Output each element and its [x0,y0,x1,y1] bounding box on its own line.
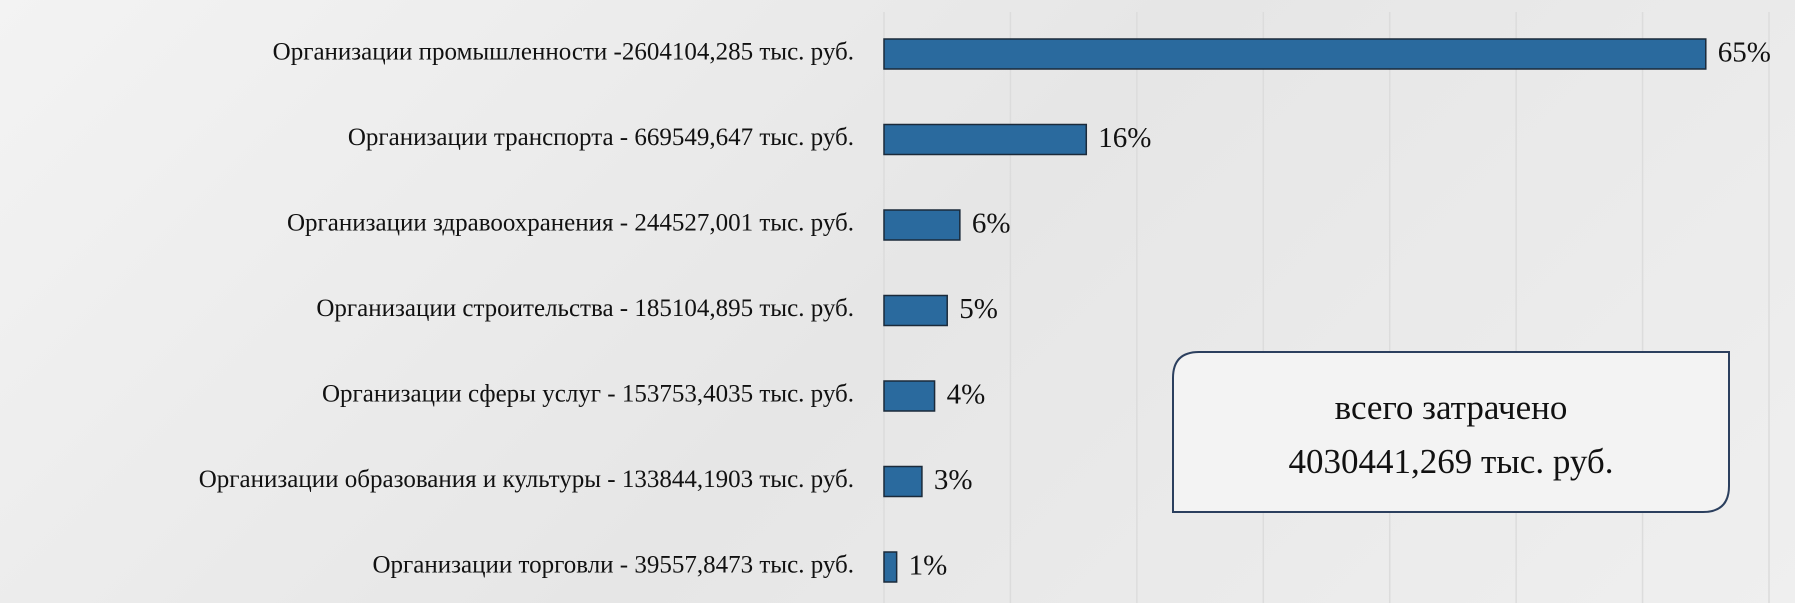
value-label: 6% [972,208,1011,240]
bar [883,465,923,498]
bar [883,38,1707,70]
value-label: 5% [959,293,998,325]
annotation-box [1172,351,1730,513]
value-label: 1% [909,550,948,582]
category-label: Организации сферы услуг - 153753,4035 ты… [322,381,854,408]
bar [883,551,898,583]
annotation-line: 4030441,269 тыс. руб. [1289,442,1614,481]
category-label: Организации торговли - 39557,8473 тыс. р… [372,552,854,579]
category-label: Организации строительства - 185104,895 т… [316,295,854,322]
category-label: Организации здравоохранения - 244527,001… [287,210,854,237]
bar [883,294,948,327]
value-label: 4% [947,379,986,411]
value-label: 16% [1098,122,1151,154]
category-label: Организации промышленности -2604104,285 … [273,39,854,66]
bar [883,209,961,241]
bar [883,380,936,412]
annotation-line: всего затрачено [1335,388,1568,427]
value-label: 65% [1718,37,1771,69]
bar [883,123,1088,156]
value-label: 3% [934,464,973,496]
category-label: Организации образования и культуры - 133… [199,466,854,493]
category-label: Организации транспорта - 669549,647 тыс.… [348,124,854,151]
